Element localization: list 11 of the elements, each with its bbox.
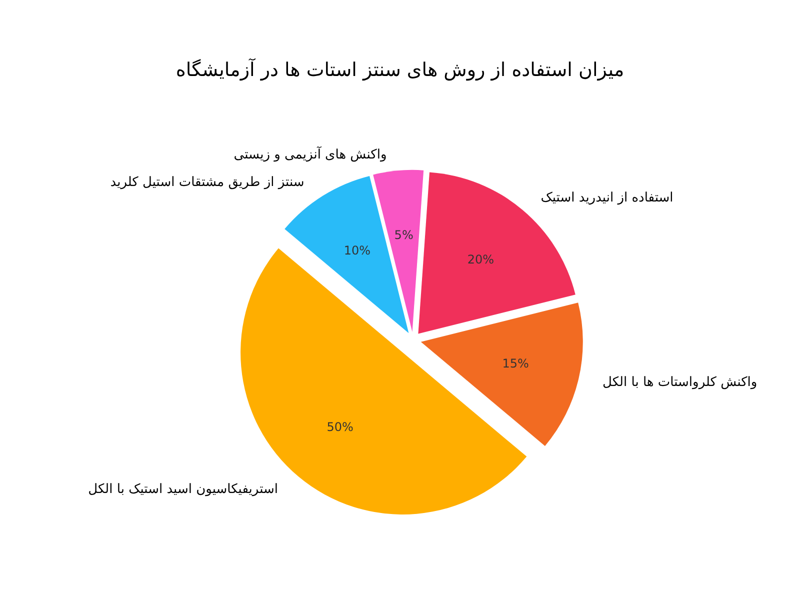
slice-label: واکنش کلرواستات ها با الکل (602, 374, 758, 390)
data-label: 20% (467, 252, 494, 266)
data-label: 50% (326, 420, 354, 434)
chart-title: میزان استفاده از روش های سنتز استات ها در آزمایشگاه (176, 58, 624, 81)
slice-label: استریفیکاسیون اسید استیک با الکل (88, 482, 278, 497)
data-label: 10% (344, 244, 371, 258)
slice-label: سنتز از طریق مشتقات استیل کلرید (110, 175, 304, 190)
data-label: 5% (394, 228, 414, 242)
data-label: 15% (502, 356, 529, 371)
slice-label: استفاده از انیدرید استیک (540, 190, 674, 206)
slice-label: واکنش های آنزیمی و زیستی (234, 145, 387, 162)
